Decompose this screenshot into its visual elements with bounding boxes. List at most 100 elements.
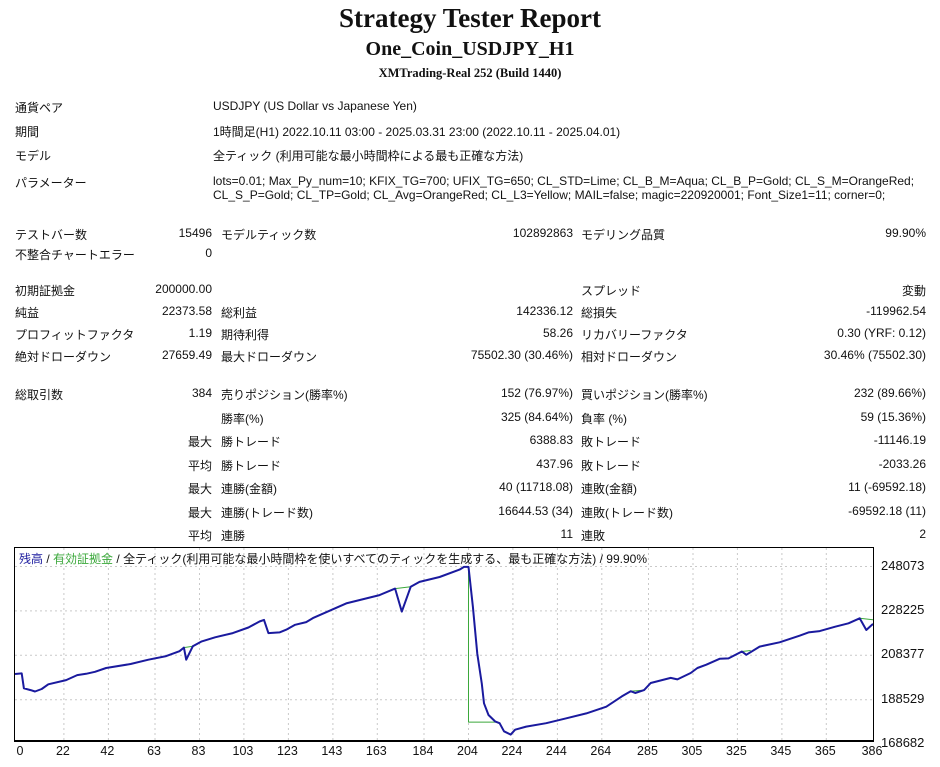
- legend-equity-label: 有効証拠金: [53, 552, 114, 566]
- stat-value: 384: [191, 386, 212, 400]
- stat-label: 総取引数: [15, 388, 64, 402]
- stat-value: 99.90%: [885, 226, 926, 240]
- stat-label: 連勝(金額): [221, 482, 277, 496]
- stat-row: 絶対ドローダウン 27659.49 最大ドローダウン 75502.30 (30.…: [15, 348, 926, 370]
- x-tick-label: 365: [814, 744, 836, 758]
- stat-value: 6388.83: [529, 433, 573, 447]
- report-header: Strategy Tester Report One_Coin_USDJPY_H…: [0, 0, 940, 81]
- stat-row: 平均 連勝 11 連敗 2: [15, 527, 926, 551]
- stat-row: 最大 連勝(金額) 40 (11718.08) 連敗(金額) 11 (-6959…: [15, 480, 926, 504]
- stat-label: 連敗: [581, 529, 606, 543]
- y-tick-label: 208377: [881, 646, 925, 662]
- stat-value: 75502.30 (30.46%): [470, 348, 573, 362]
- x-tick-label: 264: [590, 744, 612, 758]
- stat-label: モデリング品質: [581, 228, 666, 242]
- stat-label: 敗トレード: [581, 458, 642, 473]
- x-tick-label: 184: [412, 744, 434, 758]
- y-tick-label: 168682: [881, 735, 925, 750]
- stat-label: 最大ドローダウン: [221, 350, 318, 364]
- stat-row: プロフィットファクタ 1.19 期待利得 58.26 リカバリーファクタ 0.3…: [15, 326, 926, 348]
- stat-label: 売りポジション(勝率%): [221, 388, 348, 402]
- stat-value: 40 (11718.08): [499, 480, 573, 494]
- stat-value: 22373.58: [161, 304, 212, 318]
- stat-row: 平均 勝トレード 437.96 敗トレード -2033.26: [15, 457, 926, 481]
- stat-label: 勝トレード: [221, 458, 282, 473]
- stat-label: 負率 (%): [581, 411, 627, 426]
- stat-value: 平均: [187, 529, 212, 543]
- stat-label: リカバリーファクタ: [581, 328, 688, 342]
- stat-value: 1.19: [188, 326, 212, 340]
- stat-row: 最大 連勝(トレード数) 16644.53 (34) 連敗(トレード数) -69…: [15, 504, 926, 528]
- stat-row: 最大 勝トレード 6388.83 敗トレード -11146.19: [15, 433, 926, 457]
- info-label: 期間: [15, 125, 40, 139]
- x-tick-label: 244: [545, 744, 567, 758]
- stat-value: 437.96: [536, 456, 573, 471]
- stat-value: 232 (89.66%): [853, 386, 926, 400]
- x-tick-label: 163: [365, 744, 387, 758]
- legend-balance-label: 残高: [19, 552, 44, 566]
- server-build: XMTrading-Real 252 (Build 1440): [378, 66, 562, 80]
- stat-value: 102892863: [512, 226, 573, 240]
- x-tick-label: 63: [147, 744, 161, 758]
- stat-label: 期待利得: [221, 328, 270, 342]
- stat-label: 勝トレード: [221, 435, 282, 449]
- stat-row: テストバー数 15496 モデルティック数 102892863 モデリング品質 …: [15, 226, 926, 246]
- stat-label: 絶対ドローダウン: [15, 350, 112, 364]
- stat-label: 純益: [15, 306, 40, 320]
- stat-value: 最大: [187, 435, 212, 449]
- stat-label: 敗トレード: [581, 435, 642, 449]
- info-value: USDJPY (US Dollar vs Japanese Yen): [213, 99, 417, 113]
- stat-label: 相対ドローダウン: [581, 350, 678, 364]
- stat-value: 11 (-69592.18): [848, 480, 926, 494]
- stat-value: 142336.12: [516, 304, 573, 318]
- stat-value: 325 (84.64%): [500, 409, 573, 424]
- legend-model-text: 全ティック(利用可能な最小時間枠を使いすべてのティックを生成する、最も正確な方法…: [123, 552, 647, 566]
- ea-name: One_Coin_USDJPY_H1: [365, 38, 575, 60]
- stat-value: 27659.49: [161, 348, 212, 362]
- stat-row: 総取引数 384 売りポジション(勝率%) 152 (76.97%) 買いポジシ…: [15, 386, 926, 410]
- x-tick-label: 224: [501, 744, 523, 758]
- info-value: 全ティック (利用可能な最小時間枠による最も正確な方法): [213, 149, 524, 163]
- info-label: 通貨ペア: [15, 101, 64, 115]
- equity-chart: 残高 / 有効証拠金 / 全ティック(利用可能な最小時間枠を使いすべてのティック…: [0, 545, 940, 767]
- stat-value: 59 (15.36%): [860, 409, 926, 424]
- stat-value: 0: [205, 246, 212, 260]
- stat-value: 最大: [187, 505, 212, 520]
- stat-row: 純益 22373.58 総利益 142336.12 総損失 -119962.54: [15, 304, 926, 326]
- stat-label: 連勝(トレード数): [221, 505, 313, 520]
- info-row-model: モデル 全ティック (利用可能な最小時間枠による最も正確な方法): [15, 147, 926, 171]
- report-table: 通貨ペア USDJPY (US Dollar vs Japanese Yen) …: [15, 99, 926, 551]
- stat-row: 不整合チャートエラー 0: [15, 246, 926, 266]
- x-tick-label: 204: [457, 744, 478, 758]
- stat-value: -119962.54: [866, 304, 926, 318]
- y-tick-label: 248073: [881, 557, 925, 573]
- x-tick-label: 123: [276, 744, 298, 758]
- stat-label: モデルティック数: [221, 228, 317, 242]
- stat-label: 勝率(%): [221, 411, 264, 426]
- stat-value: 200000.00: [155, 282, 212, 296]
- stat-label: 連敗(トレード数): [581, 505, 673, 520]
- x-tick-label: 325: [725, 744, 747, 758]
- y-axis-labels: 248073 228225 208377 188529 168682: [0, 545, 940, 751]
- info-label: パラメーター: [15, 176, 87, 190]
- info-row-parameters: パラメーター lots=0.01; Max_Py_num=10; KFIX_TG…: [15, 174, 926, 222]
- info-label: モデル: [15, 149, 52, 163]
- x-tick-label: 83: [191, 744, 206, 758]
- stat-label: 買いポジション(勝率%): [581, 388, 708, 402]
- legend-separator: /: [113, 552, 124, 566]
- stat-value: 変動: [901, 284, 926, 298]
- x-tick-label: 386: [861, 744, 883, 758]
- stat-label: 初期証拠金: [15, 284, 76, 298]
- x-tick-label: 42: [100, 744, 115, 758]
- stat-row: 初期証拠金 200000.00 スプレッド 変動: [15, 282, 926, 304]
- stat-label: スプレッド: [581, 284, 642, 298]
- stat-value: 11: [560, 527, 573, 541]
- info-row-period: 期間 1時間足(H1) 2022.10.11 03:00 - 2025.03.3…: [15, 123, 926, 147]
- stat-value: -2033.26: [878, 456, 926, 471]
- info-value: lots=0.01; Max_Py_num=10; KFIX_TG=700; U…: [213, 174, 915, 202]
- stat-value: 15496: [178, 226, 212, 240]
- stat-label: 不整合チャートエラー: [15, 248, 135, 262]
- x-tick-label: 285: [637, 744, 658, 758]
- stat-value: 152 (76.97%): [500, 386, 573, 400]
- chart-legend: 残高 / 有効証拠金 / 全ティック(利用可能な最小時間枠を使いすべてのティック…: [19, 550, 647, 567]
